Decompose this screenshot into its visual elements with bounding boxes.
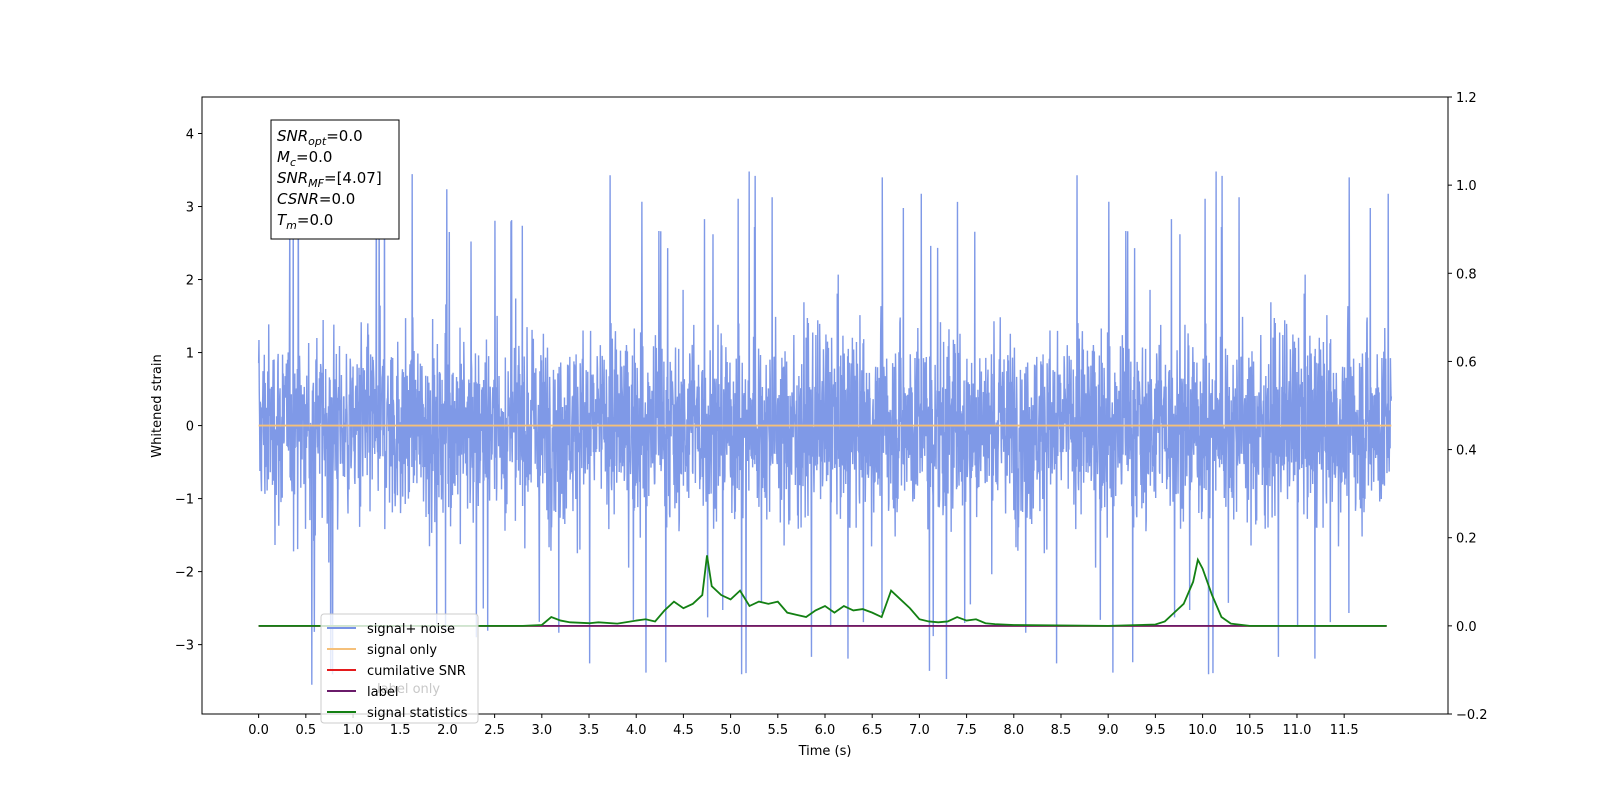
stats-value: =0.0 [326,127,362,145]
legend-frame [320,613,479,724]
y2-tick-label: 0.4 [1456,444,1477,459]
y-tick-label: 1 [186,347,194,362]
x-tick-label: 5.0 [720,723,741,738]
x-tick-label: 11.5 [1330,723,1359,738]
x-tick-label: 9.5 [1145,723,1166,738]
y2-tick-label: 0.0 [1456,620,1477,635]
stats-line: Mc=0.0 [277,148,332,169]
legend-label-signal-only: signal only [367,643,437,658]
legend: label only signal+ noise signal only cumil… [320,613,479,724]
y-tick-label: 2 [186,274,194,289]
x-tick-label: 6.5 [862,723,883,738]
x-tick-label: 1.0 [343,723,364,738]
x-tick-label: 2.0 [437,723,458,738]
y-axis-right: −0.2 0.0 0.2 0.4 0.6 0.8 1.0 1.2 [1448,91,1488,723]
stats-subscript: c [290,156,296,169]
y2-tick-label: 1.2 [1456,91,1477,106]
y-tick-label: −3 [175,639,194,654]
legend-label-signal-statistics: signal statistics [367,706,468,721]
stats-line: SNRMF=[4.07] [277,169,382,190]
y-tick-label: −1 [175,493,194,508]
stats-symbol: T [277,211,288,229]
x-tick-label: 7.5 [956,723,977,738]
y-axis-left: −3 −2 −1 0 1 2 3 4 [175,128,202,654]
y2-tick-label: 0.8 [1456,267,1477,282]
stats-value: =0.0 [296,148,332,166]
x-axis-label: Time (s) [798,744,852,759]
stats-value: =0.0 [319,190,355,208]
stats-box-frame [270,119,400,240]
y2-tick-label: 0.6 [1456,355,1477,370]
x-tick-label: 10.0 [1188,723,1217,738]
x-tick-label: 5.5 [767,723,788,738]
y2-tick-label: −0.2 [1456,708,1488,723]
stats-symbol: CSNR [277,190,319,208]
x-tick-label: 10.5 [1235,723,1264,738]
x-tick-label: 7.0 [909,723,930,738]
y-axis-label: Whitened strain [150,354,165,457]
x-tick-label: 9.0 [1098,723,1119,738]
stats-subscript: opt [308,135,327,148]
stats-line: CSNR=0.0 [277,190,355,208]
stats-value: =[4.07] [324,169,382,187]
legend-label-cumilative-snr: cumilative SNR [367,664,466,679]
y2-tick-label: 0.2 [1456,532,1477,547]
stats-symbol: SNR [277,127,308,145]
x-tick-label: 11.0 [1282,723,1311,738]
x-tick-label: 8.5 [1051,723,1072,738]
y-tick-label: −2 [175,566,194,581]
x-tick-label: 3.0 [531,723,552,738]
y-tick-label: 0 [186,420,194,435]
signal-statistics-line [258,555,1387,627]
stats-line: Tm=0.0 [277,211,333,232]
x-tick-label: 6.0 [815,723,836,738]
stats-symbol: SNR [277,169,308,187]
legend-label-signal-noise: signal+ noise [367,622,455,637]
x-tick-label: 3.5 [579,723,600,738]
x-tick-label: 4.5 [673,723,694,738]
y-tick-label: 4 [186,128,194,143]
x-tick-label: 4.0 [626,723,647,738]
x-tick-label: 1.5 [390,723,411,738]
legend-label-label: label [367,685,398,700]
stats-annotation-box: SNRopt=0.0Mc=0.0SNRMF=[4.07]CSNR=0.0Tm=0… [270,119,400,240]
x-tick-label: 0.0 [248,723,269,738]
stats-symbol: M [277,148,290,166]
stats-line: SNRopt=0.0 [277,127,363,148]
legend-occluded-text: label only [377,682,440,697]
signal-plus-noise-series [257,164,1393,685]
x-tick-label: 2.5 [484,723,505,738]
stats-value: =0.0 [297,211,333,229]
y2-tick-label: 1.0 [1456,179,1477,194]
signal-plus-noise-line [257,164,1393,685]
stats-subscript: MF [308,177,324,190]
stats-subscript: m [286,219,297,232]
x-tick-label: 8.0 [1003,723,1024,738]
x-tick-label: 0.5 [295,723,316,738]
x-axis: 0.0 0.5 1.0 1.5 2.0 2.5 3.0 3.5 4.0 4.5 5.0 5.5 6.0 6… [248,714,1359,738]
y-tick-label: 3 [186,201,194,216]
